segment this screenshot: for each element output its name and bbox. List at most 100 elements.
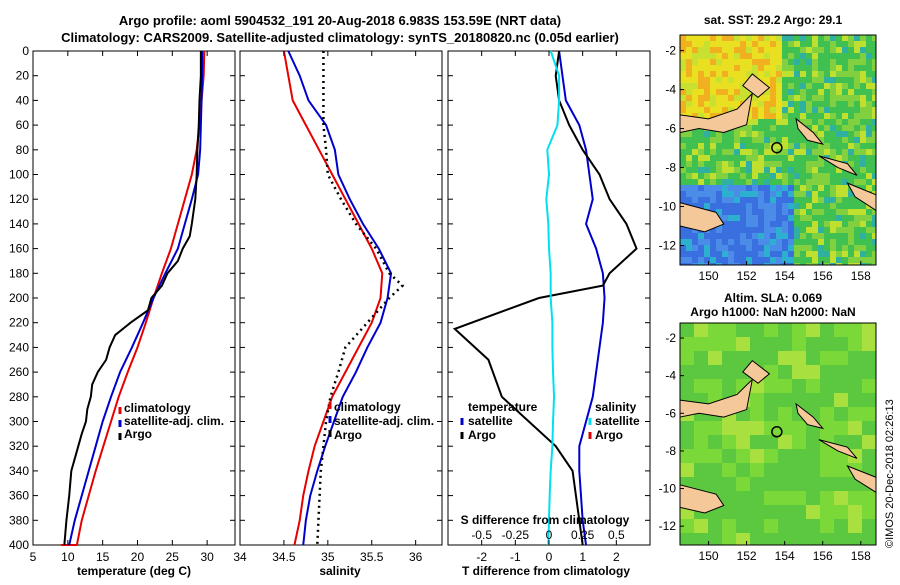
map-cell [794,77,800,83]
map-cell [722,491,736,505]
map-cell [734,149,740,155]
map-cell [782,113,788,119]
map-cell [806,35,812,41]
map-cell [692,47,698,53]
map-cell [746,167,752,173]
map-cell [746,161,752,167]
map-cell [824,191,830,197]
map-cell [860,77,866,83]
map-cell [806,161,812,167]
map-cell [836,47,842,53]
map-cell [740,233,746,239]
map-cell [854,47,860,53]
map-cell [722,323,736,337]
map-cell [800,59,806,65]
map-cell [872,41,876,47]
map-cell [842,251,848,257]
map-cell [872,215,876,221]
map-cell [740,263,746,265]
map-cell [788,167,794,173]
map-cell [848,323,862,337]
map-cell [788,113,794,119]
map-cell [770,179,776,185]
map-cell [812,101,818,107]
map-cell [848,41,854,47]
map-cell [680,251,686,257]
map-cell [716,191,722,197]
map-cell [734,221,740,227]
map-cell [812,95,818,101]
map-cell [794,41,800,47]
map-cell [860,149,866,155]
map-cell [866,83,872,89]
map-cell [830,77,836,83]
map-cell [800,257,806,263]
map-y-tick-label: -4 [665,369,676,383]
map-cell [746,257,752,263]
map-cell [752,257,758,263]
map-cell [854,251,860,257]
map-cell [740,245,746,251]
map-cell [704,179,710,185]
map-cell [716,107,722,113]
map-cell [778,323,792,337]
map-cell [812,59,818,65]
map-cell [824,59,830,65]
map-cell [750,533,764,545]
map-cell [806,167,812,173]
map-cell [818,77,824,83]
map-cell [812,221,818,227]
map-cell [788,95,794,101]
map-cell [710,143,716,149]
map-cell [776,167,782,173]
map-cell [836,59,842,65]
map-cell [728,41,734,47]
map-cell [758,191,764,197]
map-cell [872,233,876,239]
map-cell [848,143,854,149]
map-cell [716,41,722,47]
map-cell [740,239,746,245]
map-cell [770,53,776,59]
map-cell [836,227,842,233]
map-cell [770,197,776,203]
y-tick-label: 220 [9,316,29,330]
y-tick-label: 400 [9,538,29,552]
map-cell [866,119,872,125]
map-cell [818,59,824,65]
map-cell [848,95,854,101]
map-cell [842,119,848,125]
map-cell [830,155,836,161]
map-cell [770,65,776,71]
land-mass [818,439,858,459]
map-cell [848,393,862,407]
map-cell [680,435,694,449]
map-cell [800,119,806,125]
map-cell [778,449,792,463]
map-cell [806,365,820,379]
map-cell [722,239,728,245]
map-cell [842,257,848,263]
map-cell [824,239,830,245]
map-cell [776,251,782,257]
map-cell [740,41,746,47]
map-cell [734,89,740,95]
map-cell [872,65,876,71]
map-cell [792,533,806,545]
map-cell [866,167,872,173]
map-cell [694,477,708,491]
map-cell [746,125,752,131]
map-cell [794,137,800,143]
map-cell [734,131,740,137]
map-cell [716,47,722,53]
temperature-legend: climatology satellite-adj. clim. Argo [118,401,224,441]
map-cell [746,71,752,77]
map-cell [692,233,698,239]
map-cell [746,65,752,71]
map-cell [862,379,876,393]
map-cell [710,257,716,263]
map-cell [836,203,842,209]
map-cell [680,197,686,203]
map-cell [848,119,854,125]
x-tick-label: 0 [546,550,553,564]
